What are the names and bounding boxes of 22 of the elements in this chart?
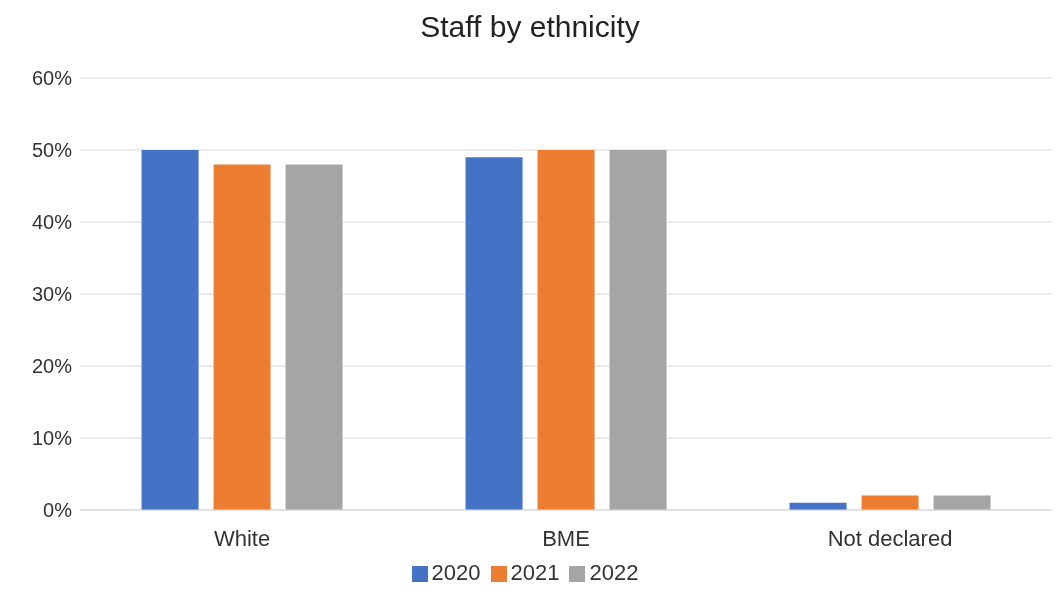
bar [285, 164, 343, 510]
y-tick-label: 20% [31, 355, 73, 378]
y-tick-label: 60% [31, 67, 73, 90]
bar [465, 157, 523, 510]
legend-label: 2021 [510, 560, 560, 585]
y-tick-label: 40% [31, 211, 73, 234]
bar [933, 495, 991, 510]
legend-label: 2022 [589, 560, 639, 585]
y-tick-label: 0% [43, 499, 73, 522]
x-tick-label: BME [542, 525, 590, 551]
y-tick-label: 10% [31, 427, 73, 450]
x-tick-label: White [213, 525, 271, 551]
chart-title: Staff by ethnicity [419, 10, 641, 44]
bar [537, 150, 595, 510]
legend-label: 2020 [431, 560, 481, 585]
bar [609, 150, 667, 510]
bar [861, 495, 919, 510]
y-tick-label: 50% [31, 139, 73, 162]
bar [213, 164, 271, 510]
bar [141, 150, 199, 510]
y-tick-label: 30% [31, 283, 73, 306]
x-tick-label: Not declared [827, 525, 953, 551]
